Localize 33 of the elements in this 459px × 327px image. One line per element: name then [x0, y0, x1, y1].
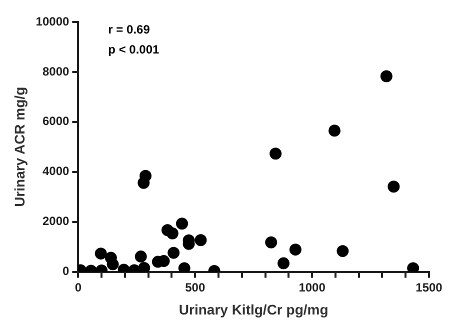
y-tick-label: 8000 [42, 64, 70, 78]
point [380, 70, 392, 82]
annotation: r = 0.69 [108, 22, 150, 36]
point [388, 180, 400, 193]
x-tick-label: 1000 [298, 280, 326, 294]
x-tick-label: 500 [185, 280, 206, 294]
y-tick-label: 4000 [42, 164, 70, 178]
point [328, 124, 341, 137]
point [278, 257, 290, 270]
y-axis-title: Urinary ACR mg/g [11, 86, 28, 207]
point [270, 148, 282, 160]
point [138, 262, 150, 272]
y-tick-label: 2000 [42, 214, 70, 228]
point [178, 262, 190, 272]
point [166, 227, 178, 240]
point [134, 250, 147, 263]
point [94, 248, 107, 260]
x-tick-label: 1500 [416, 280, 443, 294]
point [176, 218, 188, 230]
point [336, 245, 349, 258]
y-tick-label: 0 [62, 264, 70, 278]
point [168, 246, 180, 259]
x-axis-title: Urinary Kitlg/Cr pg/mg [178, 301, 328, 318]
point [289, 244, 302, 256]
point [194, 234, 207, 246]
point [106, 258, 119, 270]
point [265, 236, 278, 248]
y-tick-label: 6000 [42, 114, 70, 128]
annotation: p < 0.001 [108, 42, 160, 56]
point [138, 176, 150, 189]
y-tick-label: 10000 [36, 14, 70, 28]
point [407, 262, 420, 272]
x-tick-label: 0 [74, 280, 82, 294]
